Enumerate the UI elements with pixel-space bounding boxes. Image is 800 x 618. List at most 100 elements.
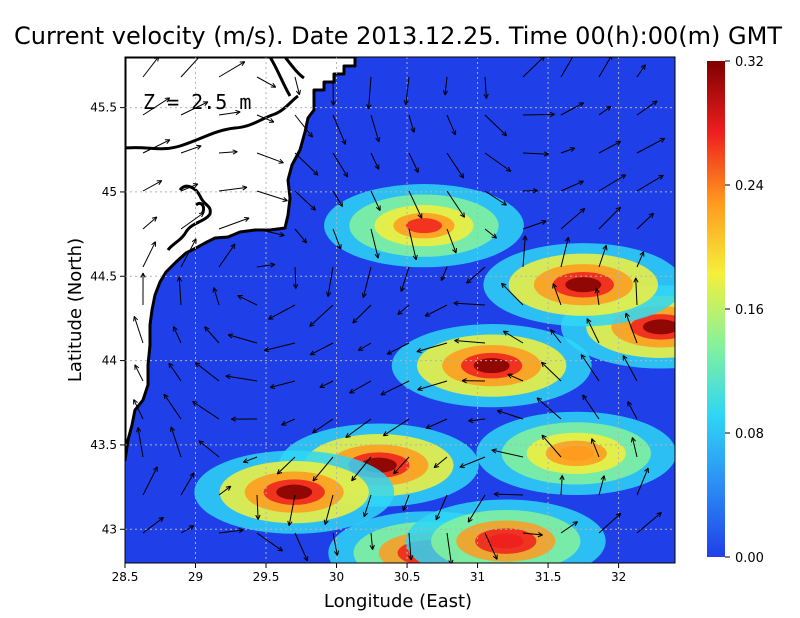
velocity-arrow xyxy=(627,401,638,420)
velocity-arrow xyxy=(484,228,498,239)
velocity-arrow xyxy=(598,512,622,534)
velocity-arrow xyxy=(142,216,158,230)
velocity-arrow xyxy=(582,394,600,420)
speed-feature xyxy=(487,533,524,549)
velocity-arrow xyxy=(624,312,638,344)
velocity-arrow xyxy=(636,467,649,496)
velocity-arrow xyxy=(218,485,232,496)
velocity-arrow xyxy=(349,380,372,394)
y-tick-label: 44.5 xyxy=(90,269,117,283)
velocity-arrow xyxy=(332,190,343,207)
velocity-arrow xyxy=(133,315,144,344)
velocity-arrow xyxy=(408,114,416,133)
velocity-arrow xyxy=(446,228,458,254)
land-mask xyxy=(125,57,357,462)
velocity-arrow xyxy=(227,333,258,344)
velocity-arrow xyxy=(366,76,372,110)
velocity-arrow xyxy=(281,418,296,426)
velocity-arrow xyxy=(180,525,195,534)
colorbar xyxy=(707,61,725,557)
velocity-arrow xyxy=(370,190,381,211)
velocity-arrow xyxy=(483,76,489,99)
x-tick-label: 29.5 xyxy=(253,570,280,584)
velocity-arrow xyxy=(522,151,549,157)
velocity-arrow xyxy=(269,380,296,389)
velocity-arrow xyxy=(598,105,612,116)
velocity-arrow xyxy=(142,466,158,496)
velocity-arrow xyxy=(446,152,465,179)
velocity-arrow xyxy=(309,342,334,356)
velocity-arrow xyxy=(541,434,562,458)
colorbar-tick-label: 0.00 xyxy=(735,551,764,566)
velocity-arrow xyxy=(218,243,236,268)
velocity-arrow xyxy=(496,409,524,420)
velocity-arrow xyxy=(459,456,486,468)
velocity-arrow xyxy=(522,219,547,230)
velocity-arrow xyxy=(180,238,197,268)
speed-feature xyxy=(558,445,595,461)
velocity-arrow xyxy=(256,76,277,88)
map-title: Current velocity (m/s). Date 2013.12.25.… xyxy=(14,22,782,50)
depth-label: Z = 2.5 m xyxy=(143,90,251,114)
velocity-arrow xyxy=(467,494,486,523)
velocity-arrow xyxy=(204,326,220,344)
velocity-arrow xyxy=(402,494,410,512)
velocity-arrow xyxy=(594,288,600,306)
velocity-arrow xyxy=(446,114,457,136)
x-tick-label: 30.5 xyxy=(394,570,421,584)
velocity-arrow xyxy=(636,137,666,154)
velocity-arrow xyxy=(408,152,419,173)
velocity-arrow xyxy=(408,190,423,219)
velocity-arrow xyxy=(636,64,646,78)
y-tick-label: 43 xyxy=(102,522,117,536)
velocity-arrow xyxy=(268,304,296,320)
velocity-arrow xyxy=(218,185,248,192)
velocity-arrow xyxy=(560,102,585,116)
velocity-arrow xyxy=(424,304,448,317)
velocity-arrows xyxy=(133,57,666,563)
colorbar-tick-label: 0.24 xyxy=(735,179,764,194)
x-tick-label: 32 xyxy=(611,570,626,584)
velocity-arrow xyxy=(169,426,182,458)
y-tick-label: 45 xyxy=(102,185,117,199)
x-axis: 28.5 29 29.5 30 30.5 31 31.5 32 xyxy=(112,563,626,584)
velocity-arrow xyxy=(172,326,182,344)
x-tick-label: 31 xyxy=(470,570,485,584)
colorbar-tick-label: 0.08 xyxy=(735,427,764,442)
velocity-arrow xyxy=(484,532,498,560)
velocity-arrow xyxy=(536,397,562,420)
velocity-arrow xyxy=(636,251,645,268)
velocity-arrow xyxy=(237,294,258,306)
velocity-arrow xyxy=(560,180,584,192)
velocity-arrow xyxy=(454,338,486,344)
speed-feature xyxy=(405,218,442,234)
velocity-arrow xyxy=(242,456,258,464)
velocity-arrow xyxy=(176,276,183,306)
velocity-arrow xyxy=(142,97,171,116)
x-tick-label: 28.5 xyxy=(112,570,139,584)
velocity-arrow xyxy=(461,378,486,384)
velocity-arrow xyxy=(540,361,562,382)
velocity-arrow xyxy=(294,76,301,96)
coastline-north xyxy=(268,57,305,97)
velocity-arrow xyxy=(453,300,486,306)
velocity-arrow xyxy=(633,277,639,306)
velocity-arrow xyxy=(560,57,574,78)
speed-feature xyxy=(473,358,510,374)
velocity-arrow xyxy=(256,262,276,268)
velocity-arrow xyxy=(468,417,486,424)
velocity-arrow xyxy=(287,494,296,527)
velocity-arrow xyxy=(133,399,144,420)
velocity-arrow xyxy=(500,282,524,306)
velocity-arrow xyxy=(636,100,658,116)
velocity-arrow xyxy=(417,380,448,392)
velocity-arrow xyxy=(493,491,524,497)
velocity-arrow xyxy=(256,152,284,164)
velocity-arrow xyxy=(218,61,246,78)
velocity-arrow xyxy=(636,511,662,534)
velocity-arrow xyxy=(446,190,466,218)
velocity-arrow xyxy=(393,456,410,475)
velocity-arrow xyxy=(180,144,202,154)
velocity-arrow xyxy=(550,329,562,344)
velocity-arrow xyxy=(256,532,284,552)
